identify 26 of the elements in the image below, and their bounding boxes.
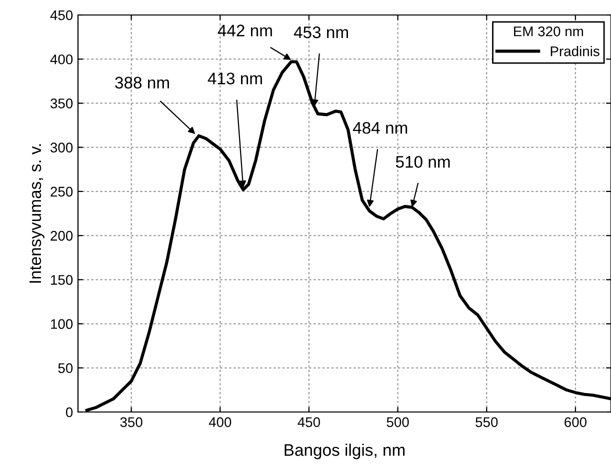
y-tick-label: 250 <box>50 186 73 197</box>
y-tick-label: 50 <box>58 363 73 374</box>
x-tick-label: 350 <box>120 417 142 428</box>
y-tick-label: 450 <box>50 10 73 20</box>
x-axis-title: Bangos ilgis, nm <box>284 444 405 460</box>
y-tick-label: 350 <box>50 98 73 108</box>
y-tick-label: 0 <box>66 407 73 418</box>
x-tick-label: 400 <box>208 417 232 428</box>
annotation: 510 nm <box>396 156 450 168</box>
annotation: 484 nm <box>352 122 408 134</box>
y-tick-label: 200 <box>50 230 73 241</box>
annotation: 453 nm <box>294 26 348 38</box>
x-tick-label: 500 <box>386 417 409 428</box>
annotation: 442 nm <box>218 24 272 36</box>
y-tick-label: 150 <box>51 275 73 285</box>
annotation: 388 nm <box>115 76 169 89</box>
legend-label: Pradinis <box>550 46 600 56</box>
x-tick-label: 550 <box>476 417 498 428</box>
y-tick-label: 400 <box>50 54 73 64</box>
legend-title: EM 320 nm <box>514 26 584 36</box>
y-axis-title: Intensyvumas, s. v. <box>29 144 44 283</box>
y-tick-label: 300 <box>50 142 73 153</box>
y-tick-label: 100 <box>51 319 73 329</box>
x-tick-label: 600 <box>564 417 587 428</box>
annotation: 413 nm <box>208 72 262 84</box>
x-tick-label: 450 <box>298 417 320 428</box>
